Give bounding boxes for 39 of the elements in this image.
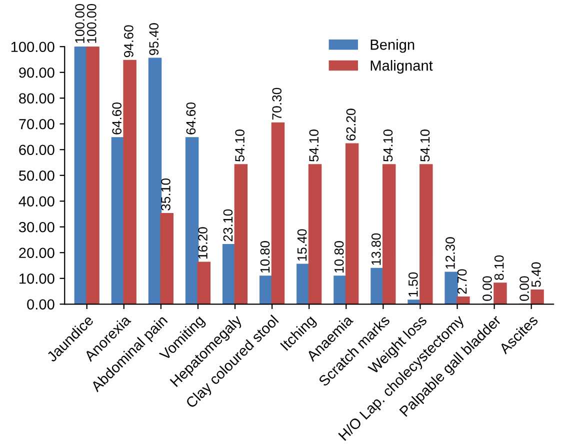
data-label: 62.20: [346, 108, 356, 141]
y-tick-label: 40.00: [18, 196, 54, 207]
data-label: 5.40: [531, 262, 541, 287]
data-label: 64.60: [112, 102, 122, 134]
data-label: 100.00: [75, 4, 84, 43]
y-tick-label: 90.00: [19, 67, 54, 78]
y-tick-label: 80.00: [19, 93, 54, 104]
y-tick-label: 100.00: [11, 42, 54, 52]
data-label: 15.40: [297, 229, 307, 261]
y-tick-label: 20.00: [19, 248, 54, 258]
data-label: 94.60: [124, 25, 134, 58]
data-label: 35.10: [161, 178, 170, 210]
data-label: 8.10: [494, 255, 504, 280]
data-label: 10.80: [260, 241, 270, 273]
data-label: 100.00: [86, 4, 96, 43]
legend-label: Benign: [370, 39, 414, 53]
data-label: 0.00: [482, 276, 492, 301]
y-tick-label: 0.00: [27, 299, 54, 310]
data-label: 2.70: [457, 269, 467, 294]
y-tick-label: 30.00: [18, 222, 54, 232]
y-tick-label: 10.00: [20, 273, 54, 284]
data-label: 1.50: [408, 272, 418, 296]
y-tick-label: 60.00: [19, 144, 54, 156]
y-tick-label: 50.00: [19, 170, 54, 181]
data-label: 54.10: [420, 130, 430, 162]
data-label: 23.10: [223, 209, 233, 242]
data-label: 95.40: [149, 23, 159, 56]
data-label: 16.20: [198, 227, 208, 259]
data-label: 54.10: [235, 130, 244, 162]
data-label: 0.00: [520, 276, 529, 301]
legend-label: Malignant: [370, 60, 433, 74]
data-label: 54.10: [309, 130, 319, 162]
y-tick-label: 70.00: [19, 118, 54, 130]
data-label: 13.80: [371, 233, 381, 265]
data-label: 70.30: [272, 88, 282, 120]
data-label: 10.80: [334, 241, 344, 273]
data-label: 12.30: [446, 237, 455, 269]
data-label: 64.60: [186, 102, 196, 134]
data-label: 54.10: [383, 130, 393, 162]
